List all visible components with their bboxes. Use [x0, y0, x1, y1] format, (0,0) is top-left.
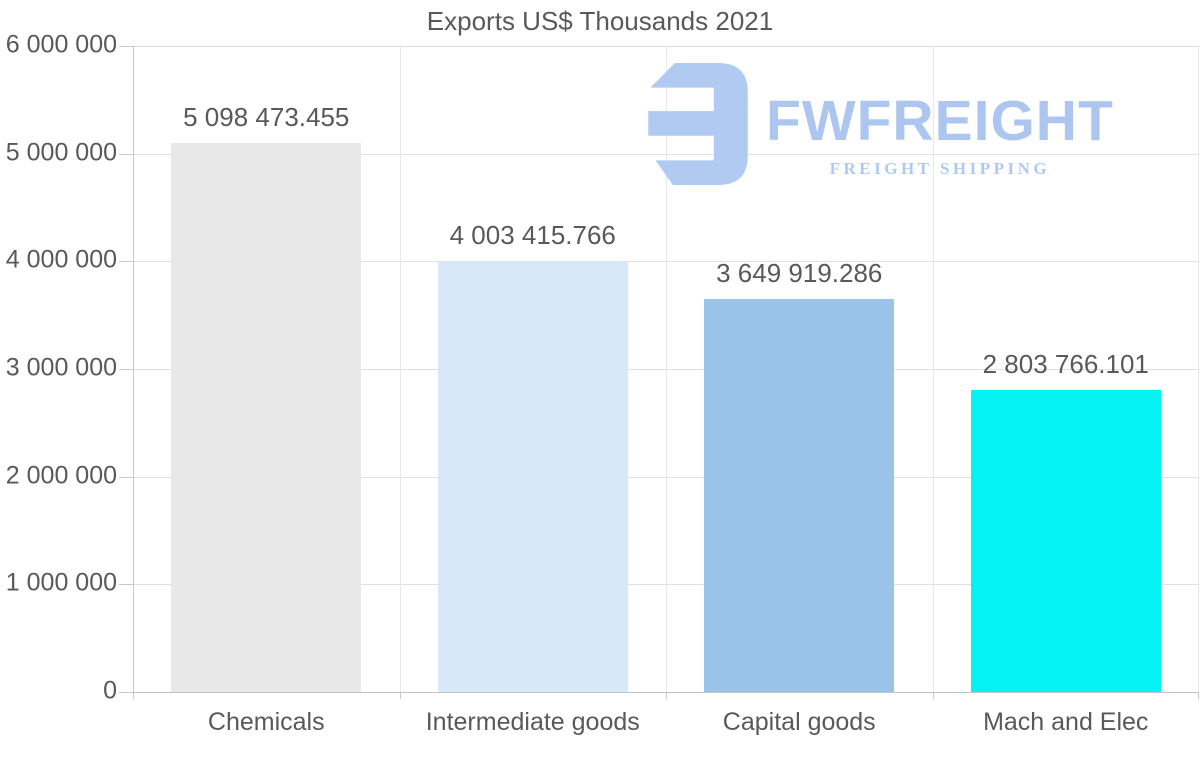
x-axis-tick	[1198, 692, 1199, 699]
bar-value-label: 2 803 766.101	[982, 349, 1149, 380]
bar-value-label: 4 003 415.766	[449, 219, 616, 250]
y-axis-label: 0	[103, 676, 117, 705]
y-axis-tick	[119, 46, 133, 47]
y-axis-tick	[119, 584, 133, 586]
bar-chemicals	[171, 143, 362, 692]
x-axis-category-label: Capital goods	[722, 708, 876, 736]
x-axis-tick	[933, 692, 934, 699]
y-axis-line	[133, 46, 134, 692]
y-axis-tick	[119, 692, 133, 693]
plot-area: 0 1 000 000 2 000 000 3 000 000 4 000 000 5 0…	[6, 30, 1199, 736]
category-gridline	[1198, 46, 1199, 692]
category-gridline	[933, 46, 934, 692]
x-axis-category-label: Mach and Elec	[983, 708, 1149, 736]
y-axis-tick	[119, 153, 133, 155]
y-axis-tick	[119, 369, 133, 370]
bar-value-label: 3 649 919.286	[716, 258, 883, 289]
y-axis-tick	[119, 261, 133, 263]
bar-intermediate-goods	[437, 260, 628, 692]
y-axis-label: 2 000 000	[5, 460, 117, 489]
x-axis-category-label: Chemicals	[207, 708, 325, 736]
chart-title: Exports US$ Thousands 2021	[426, 6, 774, 36]
bar-mach-and-elec	[970, 390, 1161, 692]
x-axis-tick	[133, 692, 134, 699]
y-axis-label: 4 000 000	[5, 245, 117, 274]
y-axis-label: 3 000 000	[5, 353, 117, 382]
x-axis-category-label: Intermediate goods	[425, 708, 640, 736]
y-axis-label: 6 000 000	[5, 30, 117, 59]
category-gridline	[400, 46, 401, 692]
y-axis-label: 1 000 000	[5, 568, 117, 597]
bar-capital-goods	[704, 299, 895, 692]
y-axis-tick	[119, 476, 133, 478]
x-axis-tick	[666, 692, 667, 699]
category-gridline	[666, 46, 667, 692]
y-axis-label: 5 000 000	[5, 137, 117, 166]
x-axis-tick	[400, 692, 401, 699]
bar-value-label: 5 098 473.455	[183, 102, 350, 133]
